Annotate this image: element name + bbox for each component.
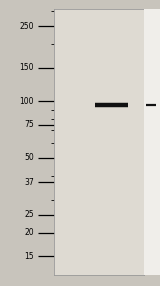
Text: 37: 37 [24,178,34,187]
Text: 50: 50 [24,153,34,162]
Text: 20: 20 [24,228,34,237]
Text: 15: 15 [24,252,34,261]
Text: 150: 150 [19,63,34,72]
Text: 25: 25 [24,210,34,219]
Text: 1: 1 [74,0,80,1]
Text: 100: 100 [19,97,34,106]
Text: 2: 2 [110,0,116,1]
Text: 250: 250 [19,22,34,31]
Text: 75: 75 [24,120,34,129]
